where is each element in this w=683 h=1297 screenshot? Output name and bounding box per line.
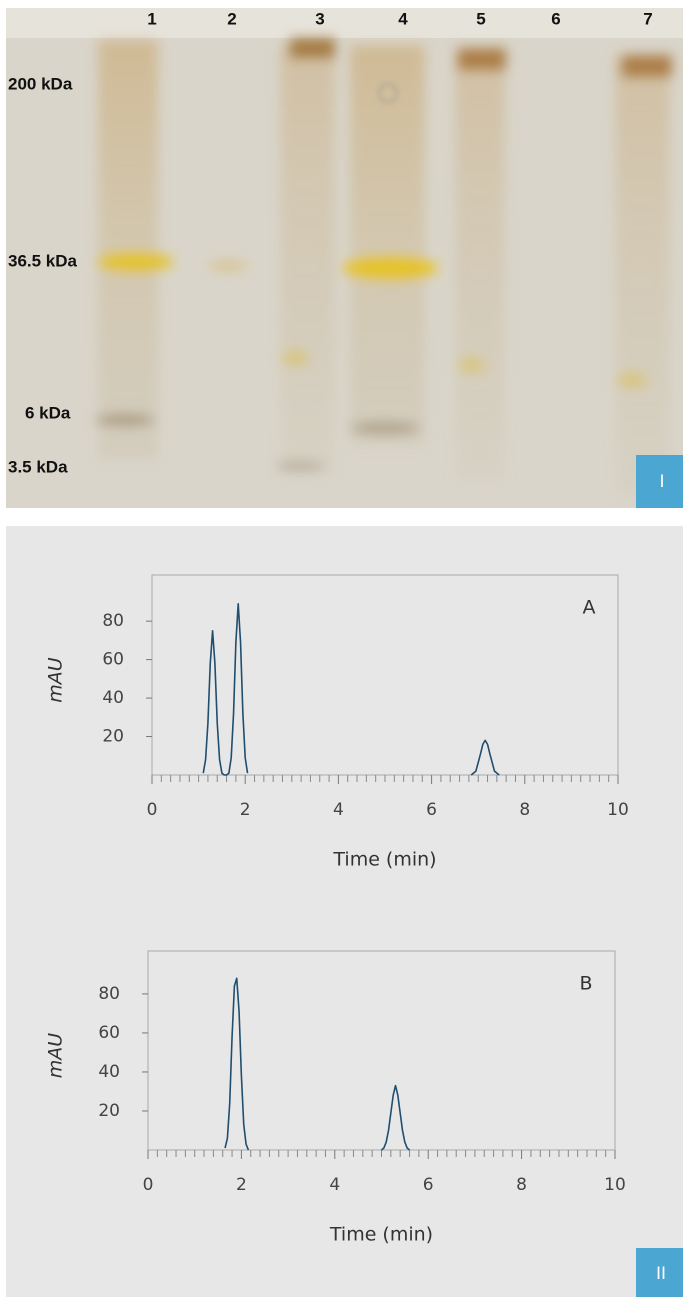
x-tick-label: 6 [426,800,437,820]
panel-label: I [659,472,664,492]
gel-panel: 1 2 3 4 5 6 7 200 kDa 36.5 kDa 6 kDa 3.5 kDa I [6,8,683,508]
y-tick-label: 40 [98,1062,120,1082]
gel-top-edge [6,8,683,38]
y-tick-label: 60 [98,1023,120,1043]
page: Gel and chromatograms html, body { margi… [0,0,683,1297]
lane-label: 4 [398,9,408,28]
y-tick-label: 20 [98,1101,120,1121]
marker-label: 6 kDa [25,403,71,422]
band-36-5 [342,256,438,280]
top-band [458,48,506,70]
marker-label: 200 kDa [8,74,73,93]
panel-label: II [656,1264,666,1284]
x-tick-label: 6 [423,1175,434,1195]
chromatogram-background [6,526,683,1297]
x-axis-label: Time (min) [332,849,436,871]
lane-label: 3 [315,9,324,28]
y-tick-label: 80 [102,611,124,631]
annotation: B [579,973,592,995]
marker-label: 3.5 kDa [8,457,68,476]
lane-label: 7 [643,9,652,28]
x-tick-label: 8 [516,1175,527,1195]
y-tick-label: 60 [102,650,124,670]
mid-band [616,372,648,388]
low-band [350,422,420,434]
x-tick-label: 2 [240,800,251,820]
lane-label: 2 [227,9,236,28]
x-tick-label: 2 [236,1175,247,1195]
lane-smear [455,50,505,480]
lane-smear [350,45,425,445]
x-tick-label: 10 [607,800,629,820]
top-band [290,38,335,58]
lane-smear [98,40,158,460]
annotation: A [583,597,596,619]
y-tick-label: 20 [102,727,124,747]
x-axis-label: Time (min) [329,1224,433,1246]
lane-smear [615,55,670,495]
y-tick-label: 40 [102,688,124,708]
x-tick-label: 0 [143,1175,154,1195]
x-tick-label: 8 [519,800,530,820]
x-tick-label: 10 [604,1175,626,1195]
x-tick-label: 4 [329,1175,340,1195]
marker-label: 36.5 kDa [8,251,78,270]
x-tick-label: 4 [333,800,344,820]
x-tick-label: 0 [147,800,158,820]
low-band [95,414,155,426]
lane-smear [280,45,335,475]
chromatogram-panel: 0 2 4 6 8 10 20 40 60 80 Time (min) mAU A 0 2 4 6 8 10 20 40… [6,526,683,1297]
y-axis-label: mAU [45,1033,67,1079]
top-band [622,55,672,77]
page-body: {"gel": {"lane_labels": ["1", "2", "3", … [0,0,683,1297]
y-axis-label: mAU [45,657,67,703]
figure: 1 2 3 4 5 6 7 200 kDa 36.5 kDa 6 kDa 3.5 kDa I 0 2 4… [0,0,683,1297]
y-tick-label: 80 [98,984,120,1004]
low-band [275,462,325,470]
faint-band [208,261,248,271]
lane-label: 6 [551,9,560,28]
mid-band [458,357,486,373]
band-36-5 [97,252,173,272]
lane-label: 1 [147,9,156,28]
lane-label: 5 [476,9,485,28]
mid-band [281,350,309,366]
